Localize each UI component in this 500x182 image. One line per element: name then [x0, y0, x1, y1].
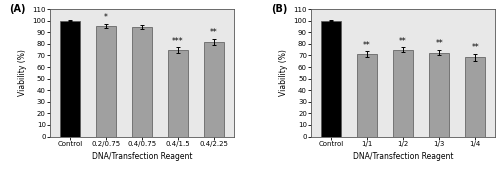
Text: **: ** [435, 39, 443, 48]
Bar [96, 26, 116, 136]
Bar [429, 53, 449, 136]
Text: ***: *** [172, 37, 184, 46]
Text: (B): (B) [270, 4, 287, 14]
Bar [60, 21, 80, 136]
Bar [393, 50, 413, 136]
Bar [132, 27, 152, 136]
Y-axis label: Viability (%): Viability (%) [279, 49, 288, 96]
Text: **: ** [363, 41, 371, 50]
Bar [357, 54, 377, 136]
Text: *: * [104, 13, 108, 22]
Text: **: ** [210, 28, 218, 37]
Bar [466, 57, 485, 136]
Y-axis label: Viability (%): Viability (%) [18, 49, 27, 96]
Bar [321, 21, 341, 136]
Text: **: ** [472, 43, 479, 52]
Text: (A): (A) [10, 4, 26, 14]
Text: **: ** [399, 37, 407, 46]
Bar [168, 50, 188, 136]
X-axis label: DNA/Transfection Reagent: DNA/Transfection Reagent [353, 152, 454, 161]
Bar [204, 42, 224, 136]
X-axis label: DNA/Transfection Reagent: DNA/Transfection Reagent [92, 152, 192, 161]
